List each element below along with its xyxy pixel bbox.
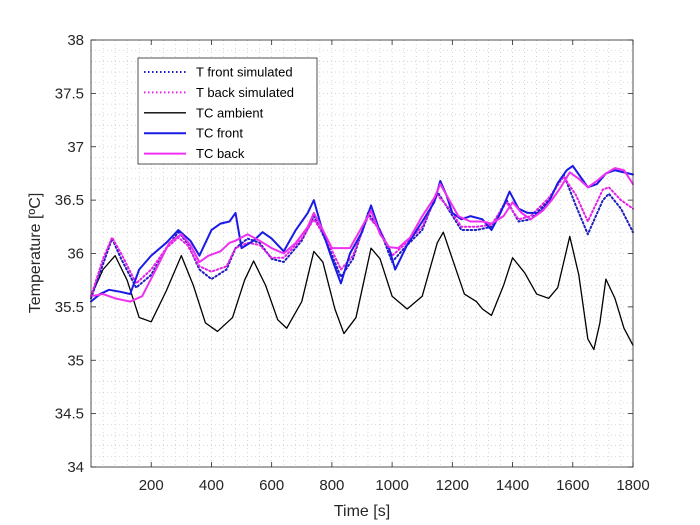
x-tick-label: 1000 [375, 477, 408, 494]
x-tick-label: 1200 [436, 477, 469, 494]
y-tick-label: 35.5 [55, 299, 84, 316]
y-tick-label: 37 [67, 139, 84, 156]
legend-label: T back simulated [196, 85, 294, 100]
series-lines [90, 164, 634, 351]
x-axis-title: Time [s] [334, 503, 390, 520]
legend-box [137, 57, 318, 165]
x-tick-label: 400 [199, 477, 224, 494]
legend-label: T front simulated [196, 65, 293, 80]
series-line-tc-ambient [90, 231, 634, 351]
y-tick-label: 34.5 [55, 406, 84, 423]
y-tick-label: 37.5 [55, 85, 84, 102]
legend-label: TC front [196, 126, 243, 141]
y-tick-label: 34 [67, 459, 84, 476]
x-tick-label: 600 [259, 477, 284, 494]
series-line-t-front-simulated [90, 173, 634, 300]
x-tick-label: 800 [319, 477, 344, 494]
y-tick-label: 36.5 [55, 192, 84, 209]
x-tick-label: 1600 [556, 477, 589, 494]
y-tick-label: 36 [67, 246, 84, 263]
legend-label: TC back [196, 146, 245, 161]
legend-label: TC ambient [196, 105, 264, 120]
series-line-tc-front [90, 164, 634, 303]
y-tick-label: 38 [67, 32, 84, 49]
series-line-tc-back [90, 167, 634, 303]
tick-labels: 200 400 600 800 1000 1200 1400 1600 1800 34 34.5 35… [55, 32, 650, 494]
y-axis-title: Temperature [ºC] [27, 193, 44, 314]
x-tick-label: 1400 [496, 477, 529, 494]
y-tick-label: 35 [67, 352, 84, 369]
ticks [91, 39, 634, 468]
x-tick-label: 1800 [616, 477, 649, 494]
legend: T front simulated T back simulated TC ambi… [137, 57, 318, 165]
x-tick-label: 200 [139, 477, 164, 494]
